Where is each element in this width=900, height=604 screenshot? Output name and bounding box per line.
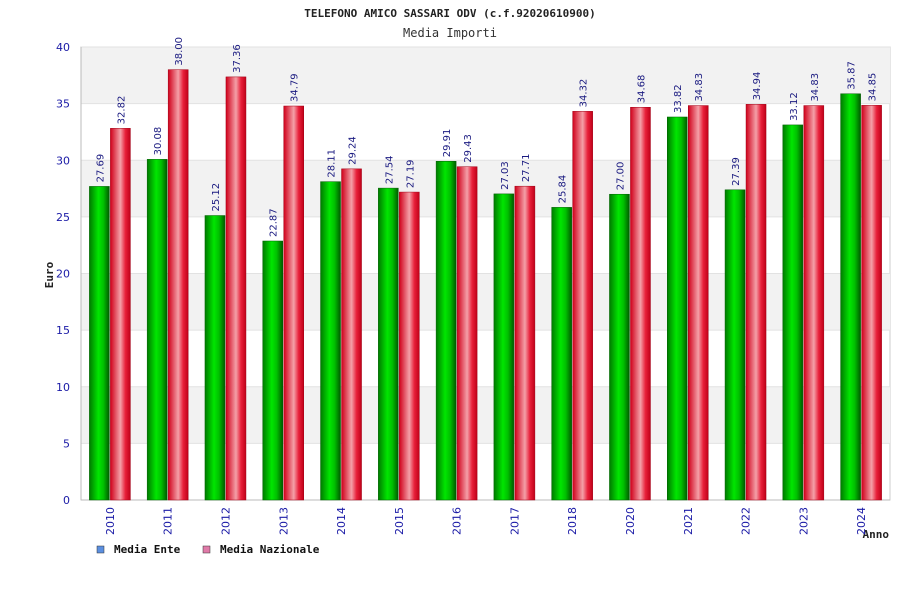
- x-tick-label: 2013: [277, 507, 290, 535]
- bar-media-nazionale-2018: [572, 111, 593, 501]
- legend: Media Ente Media Nazionale: [96, 543, 320, 556]
- bar-media-ente-2011: [146, 159, 168, 501]
- grid-band: [81, 273, 890, 331]
- legend-swatch-media-ente: [96, 545, 105, 554]
- y-axis-label: Euro: [43, 261, 56, 288]
- value-label: 34.79: [290, 73, 301, 102]
- x-tick-label: 2010: [104, 507, 117, 535]
- x-tick-label: 2015: [393, 507, 406, 535]
- legend-label-media-ente: Media Ente: [114, 543, 181, 556]
- value-label: 35.87: [847, 61, 858, 90]
- bar-media-nazionale-2024: [861, 105, 882, 501]
- x-tick-label: 2024: [855, 507, 868, 535]
- value-label: 33.82: [673, 84, 684, 113]
- x-tick-label: 2020: [624, 507, 637, 535]
- value-label: 27.19: [405, 159, 416, 188]
- legend-swatch-media-nazionale: [202, 545, 211, 554]
- bar-media-ente-2014: [320, 181, 341, 501]
- bar-media-ente-2010: [89, 186, 110, 501]
- bar-media-ente-2023: [782, 124, 804, 501]
- bar-media-nazionale-2021: [688, 105, 709, 501]
- x-tick-label: 2021: [682, 507, 695, 535]
- y-tick-label: 25: [56, 211, 70, 224]
- bar-media-ente-2015: [378, 187, 399, 501]
- value-label: 25.12: [211, 183, 222, 212]
- x-tick-label: 2016: [451, 507, 464, 535]
- y-tick-label: 30: [56, 154, 70, 167]
- bar-media-ente-2013: [262, 240, 283, 501]
- bar-media-nazionale-2011: [167, 69, 189, 501]
- value-label: 27.00: [615, 162, 626, 191]
- bar-media-nazionale-2014: [341, 168, 362, 501]
- grid-band: [81, 386, 890, 444]
- bar-media-nazionale-2012: [225, 76, 247, 501]
- chart-subtitle: Media Importi: [403, 26, 497, 40]
- bar-media-nazionale-2010: [110, 128, 131, 501]
- value-label: 27.54: [384, 155, 395, 184]
- value-label: 34.94: [752, 72, 763, 101]
- x-tick-label: 2022: [740, 507, 753, 535]
- bar-media-nazionale-2016: [456, 166, 478, 501]
- x-tick-label: 2011: [162, 507, 175, 535]
- bar-media-nazionale-2022: [745, 104, 767, 501]
- x-tick-label: 2012: [219, 507, 232, 535]
- value-label: 22.87: [269, 208, 280, 237]
- bar-media-nazionale-2015: [399, 191, 420, 501]
- bar-media-ente-2016: [435, 161, 457, 501]
- value-label: 27.71: [521, 154, 532, 183]
- value-label: 27.03: [500, 161, 511, 190]
- bar-media-ente-2020: [609, 193, 630, 501]
- value-label: 34.68: [636, 75, 647, 104]
- value-label: 29.43: [463, 134, 474, 163]
- value-label: 34.83: [810, 73, 821, 102]
- value-label: 25.84: [558, 175, 569, 204]
- bar-media-ente-2024: [840, 93, 861, 501]
- legend-label-media-nazionale: Media Nazionale: [220, 543, 320, 556]
- value-label: 27.69: [95, 154, 106, 183]
- y-axis-ticks: 0 5 10 15 20 25 30 35 40: [56, 41, 70, 507]
- grid-band: [81, 160, 890, 217]
- y-tick-label: 5: [63, 437, 70, 450]
- x-axis-ticks: 2010 2011 2012 2013 2014 2015 2016 2017 2018 2020…: [104, 507, 868, 535]
- grid-band: [81, 47, 890, 104]
- value-label: 27.39: [731, 157, 742, 186]
- grid-bands: [80, 46, 891, 501]
- y-tick-label: 20: [56, 268, 70, 281]
- y-tick-label: 40: [56, 41, 70, 54]
- x-tick-label: 2017: [508, 507, 521, 535]
- x-tick-label: 2023: [797, 507, 810, 535]
- value-label: 38.00: [174, 37, 185, 66]
- value-labels: 27.69 32.82 30.08 38.00 25.12 37.36 22.87 34.79…: [95, 37, 878, 237]
- value-label: 32.82: [116, 96, 127, 125]
- y-tick-label: 35: [56, 98, 70, 111]
- x-axis-label: Anno: [863, 528, 890, 541]
- y-tick-label: 10: [56, 381, 70, 394]
- bar-media-ente-2018: [551, 207, 572, 501]
- bars: [89, 69, 882, 501]
- value-label: 30.08: [153, 127, 164, 156]
- bar-media-nazionale-2023: [803, 105, 825, 501]
- value-label: 34.32: [579, 79, 590, 108]
- bar-media-nazionale-2020: [630, 106, 651, 501]
- bar-media-ente-2021: [667, 116, 688, 501]
- value-label: 37.36: [232, 44, 243, 73]
- value-label: 28.11: [327, 149, 338, 178]
- value-label: 29.24: [348, 136, 359, 165]
- bar-media-nazionale-2017: [514, 185, 536, 501]
- value-label: 33.12: [789, 92, 800, 121]
- bar-media-nazionale-2013: [283, 105, 304, 501]
- x-tick-label: 2014: [335, 507, 348, 535]
- bar-media-ente-2017: [493, 193, 515, 501]
- value-label: 29.91: [442, 129, 453, 158]
- x-tick-label: 2018: [566, 507, 579, 535]
- y-tick-label: 0: [63, 494, 70, 507]
- bar-media-ente-2022: [724, 189, 746, 501]
- bar-media-ente-2012: [204, 215, 226, 501]
- chart-title: TELEFONO AMICO SASSARI ODV (c.f.92020610…: [304, 7, 595, 20]
- y-tick-label: 15: [56, 324, 70, 337]
- value-label: 34.83: [694, 73, 705, 102]
- value-label: 34.85: [868, 73, 879, 102]
